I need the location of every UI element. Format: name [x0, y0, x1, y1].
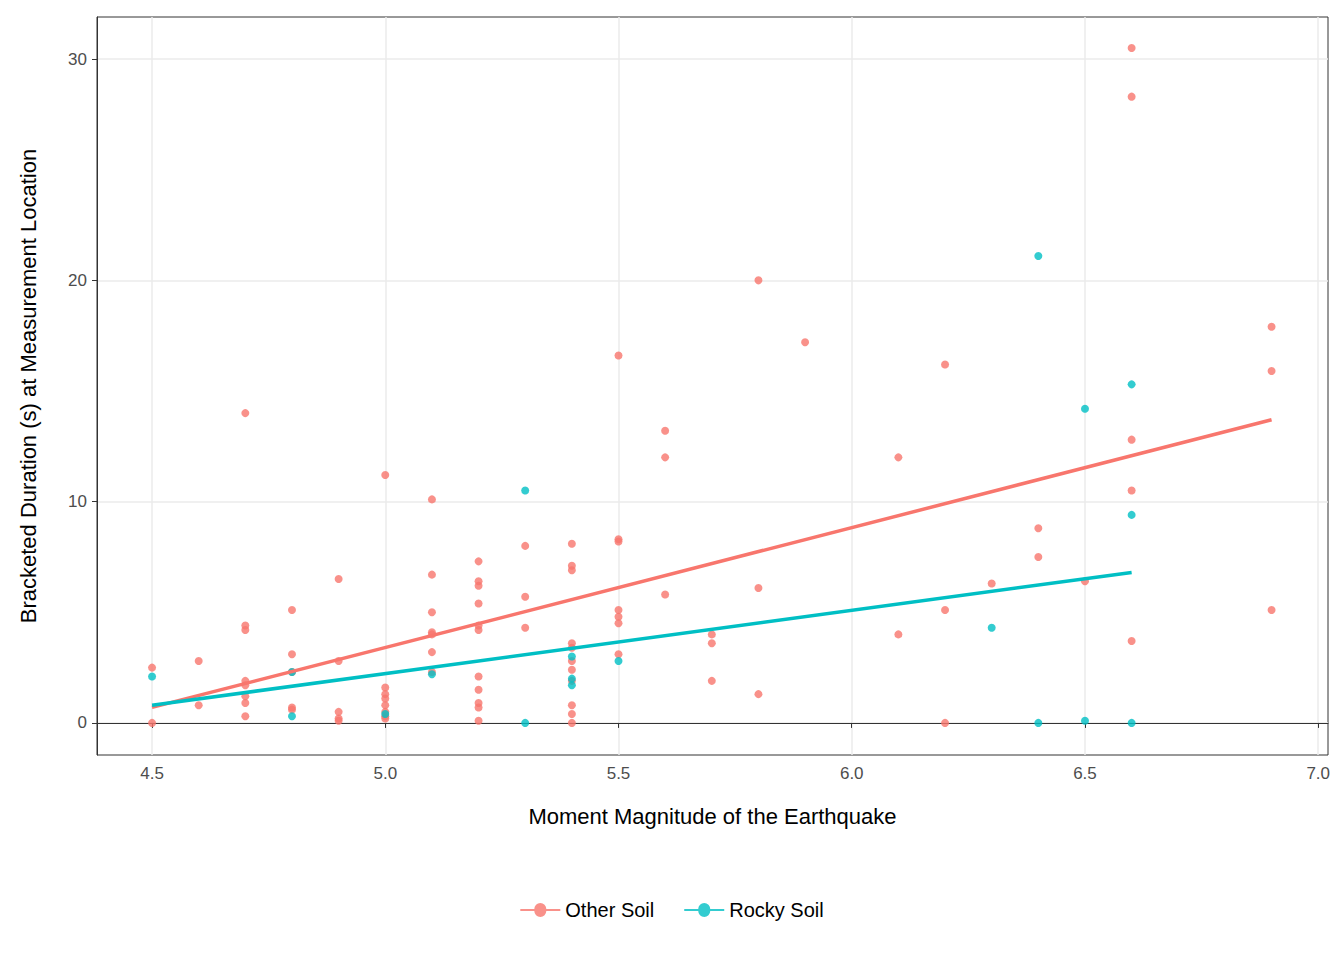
svg-text:4.5: 4.5 — [140, 764, 164, 783]
svg-text:6.0: 6.0 — [840, 764, 864, 783]
svg-text:10: 10 — [68, 492, 87, 511]
svg-text:5.5: 5.5 — [607, 764, 631, 783]
svg-text:Moment Magnitude of the Earthq: Moment Magnitude of the Earthquake — [528, 804, 896, 829]
svg-text:Bracketed Duration (s) at Meas: Bracketed Duration (s) at Measurement Lo… — [16, 149, 41, 623]
svg-text:0: 0 — [78, 713, 87, 732]
svg-text:5.0: 5.0 — [373, 764, 397, 783]
svg-text:Other Soil: Other Soil — [565, 899, 654, 921]
svg-text:30: 30 — [68, 50, 87, 69]
svg-text:20: 20 — [68, 271, 87, 290]
svg-text:7.0: 7.0 — [1306, 764, 1330, 783]
svg-text:Rocky Soil: Rocky Soil — [729, 899, 823, 921]
svg-text:6.5: 6.5 — [1073, 764, 1097, 783]
